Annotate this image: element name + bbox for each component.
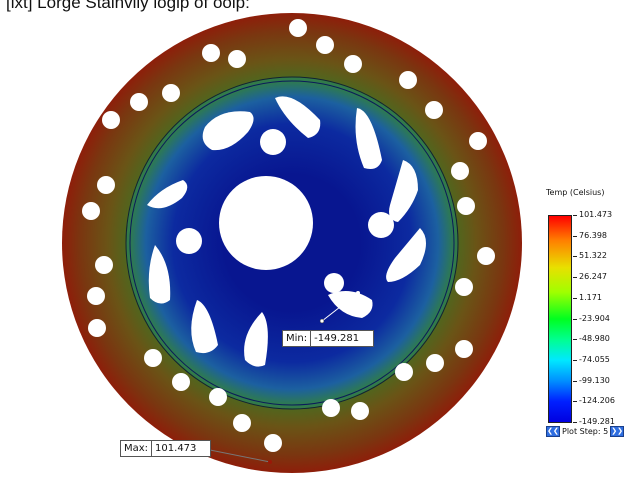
legend-tick-mark [573, 256, 577, 258]
legend-tick-mark [573, 359, 577, 361]
legend-tick-label: -124.206 [579, 396, 615, 406]
legend-tick-label: 101.473 [579, 210, 613, 219]
legend-tick-label: 76.398 [579, 230, 607, 240]
min-probe-value: -149.281 [310, 331, 373, 346]
legend-tick-label: 1.171 [579, 292, 602, 302]
max-probe-point [268, 460, 272, 464]
small-round-holes [176, 129, 394, 293]
min-probe-point [356, 291, 360, 295]
cropped-caption-text: [lxt] Lorge Stainvily logip of ooip: [6, 0, 250, 12]
legend-color-bar [548, 215, 572, 423]
legend-tick-label: -99.130 [579, 375, 610, 385]
double-chevron-right-icon[interactable]: ❯❯ [610, 426, 625, 437]
legend-tick-label: -23.904 [579, 313, 610, 323]
brake-disc[interactable] [62, 13, 522, 473]
plot-step-label: Plot Step: 5 [562, 427, 609, 436]
legend-tick-mark [573, 401, 577, 403]
max-probe-key: Max: [124, 443, 149, 454]
plot-step-control: ❮❮ Plot Step: 5 ❯❯ [546, 426, 625, 437]
legend-tick-label: 51.322 [579, 251, 607, 261]
double-chevron-left-icon[interactable]: ❮❮ [546, 426, 560, 437]
legend-tick-mark [573, 339, 577, 341]
min-probe-label[interactable]: Min: -149.281 [282, 330, 375, 347]
legend-tick-label: -48.980 [579, 334, 610, 344]
legend-tick-mark [573, 318, 577, 320]
legend-tick-mark [573, 235, 577, 237]
legend-tick-mark [573, 215, 577, 216]
legend-tick-label: -149.281 [579, 417, 615, 426]
legend-tick-mark [573, 422, 577, 423]
max-probe-value: 101.473 [151, 441, 210, 456]
legend-tick-mark [573, 277, 577, 279]
legend-tick-label: -74.055 [579, 354, 610, 364]
legend-title: Temp (Celsius) [546, 188, 605, 197]
min-probe-key: Min: [286, 333, 308, 344]
outer-vent-holes [82, 19, 495, 452]
center-bore-hole [219, 176, 313, 270]
legend-tick-label: 26.247 [579, 272, 607, 282]
max-probe-label[interactable]: Max: 101.473 [120, 440, 212, 457]
hub-boundary-line [129, 80, 455, 406]
legend-tick-mark [573, 297, 577, 299]
legend-tick-mark [573, 380, 577, 382]
inner-lightening-holes [147, 96, 426, 367]
